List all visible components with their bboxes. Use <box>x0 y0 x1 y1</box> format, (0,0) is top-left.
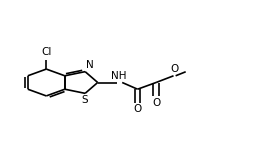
Text: O: O <box>152 98 161 108</box>
Text: N: N <box>86 60 94 70</box>
Text: O: O <box>171 64 179 74</box>
Text: S: S <box>82 95 89 105</box>
Text: O: O <box>133 104 141 114</box>
Text: Cl: Cl <box>41 47 52 57</box>
Text: NH: NH <box>111 71 127 81</box>
